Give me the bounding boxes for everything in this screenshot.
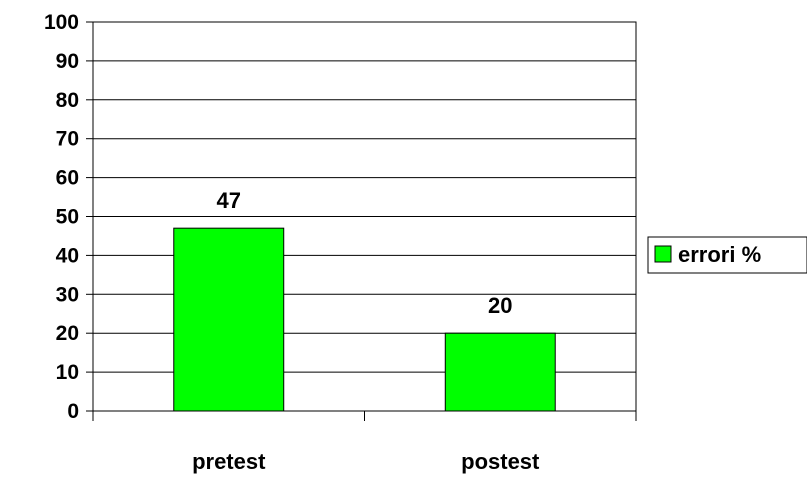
axes (86, 21, 637, 421)
data-label: 47 (217, 188, 241, 213)
y-tick-label: 100 (44, 11, 79, 34)
y-tick-label: 50 (56, 206, 79, 229)
legend-box (647, 236, 807, 274)
y-tick-label: 0 (67, 400, 79, 423)
y-tick-label: 10 (56, 361, 79, 384)
bar (444, 332, 556, 412)
y-tick-label: 80 (56, 89, 79, 112)
bar (173, 227, 285, 412)
legend-swatch (654, 245, 672, 263)
y-tick-label: 90 (56, 50, 79, 73)
legend-label: errori % (678, 242, 761, 267)
x-category-label: pretest (192, 449, 266, 474)
x-category-label: postest (461, 449, 540, 474)
y-tick-label: 70 (56, 128, 79, 151)
y-tick-label: 40 (56, 244, 79, 267)
y-tick-label: 20 (56, 322, 79, 345)
y-tick-label: 30 (56, 283, 79, 306)
legend: errori % (647, 236, 807, 274)
y-tick-label: 60 (56, 167, 79, 190)
bars (173, 227, 556, 412)
data-label: 20 (488, 293, 512, 318)
labels: 0 10 20 30 40 50 60 70 80 90 100 47 pretest 20 postest (44, 11, 540, 474)
